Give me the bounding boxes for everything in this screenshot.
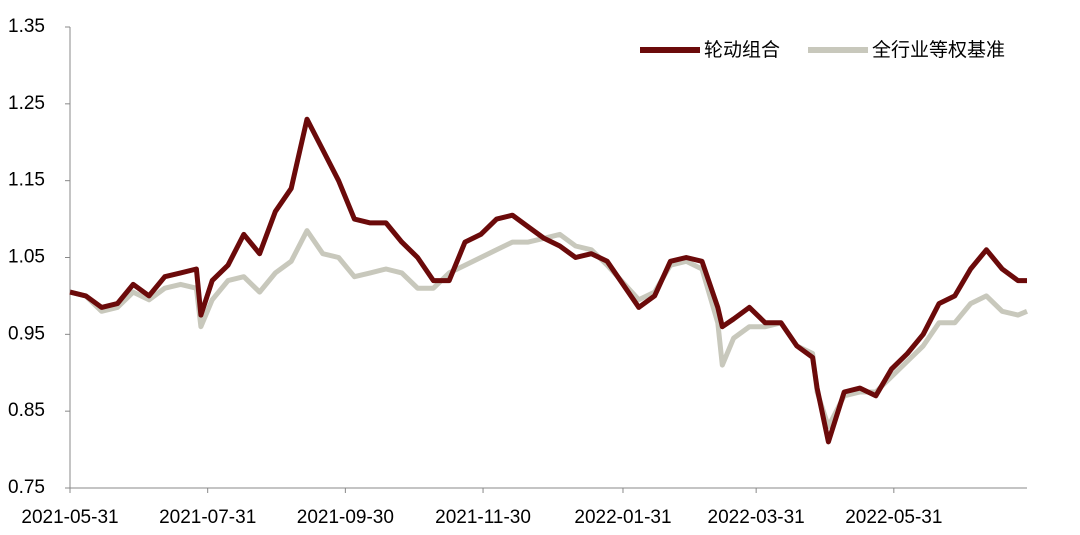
y-tick-label: 0.75 <box>8 477 45 498</box>
x-tick-label: 2022-03-31 <box>708 507 805 528</box>
y-tick-label: 1.05 <box>8 247 45 268</box>
x-tick-label: 2021-07-31 <box>159 507 256 528</box>
y-tick-label: 1.15 <box>8 170 45 191</box>
y-tick-label: 0.95 <box>8 323 45 344</box>
y-tick-label: 1.25 <box>8 93 45 114</box>
legend-label: 轮动组合 <box>704 39 780 61</box>
legend-label: 全行业等权基准 <box>872 39 1005 61</box>
x-tick-label: 2021-09-30 <box>297 507 394 528</box>
x-tick-label: 2022-05-31 <box>845 507 942 528</box>
x-tick-label: 2021-11-30 <box>435 507 531 528</box>
x-tick-label: 2022-01-31 <box>574 507 671 528</box>
y-tick-label: 0.85 <box>8 400 45 421</box>
x-tick-label: 2021-05-31 <box>21 507 118 528</box>
y-tick-label: 1.35 <box>8 16 45 37</box>
series-line <box>69 116 1027 445</box>
series-line <box>69 228 1028 429</box>
